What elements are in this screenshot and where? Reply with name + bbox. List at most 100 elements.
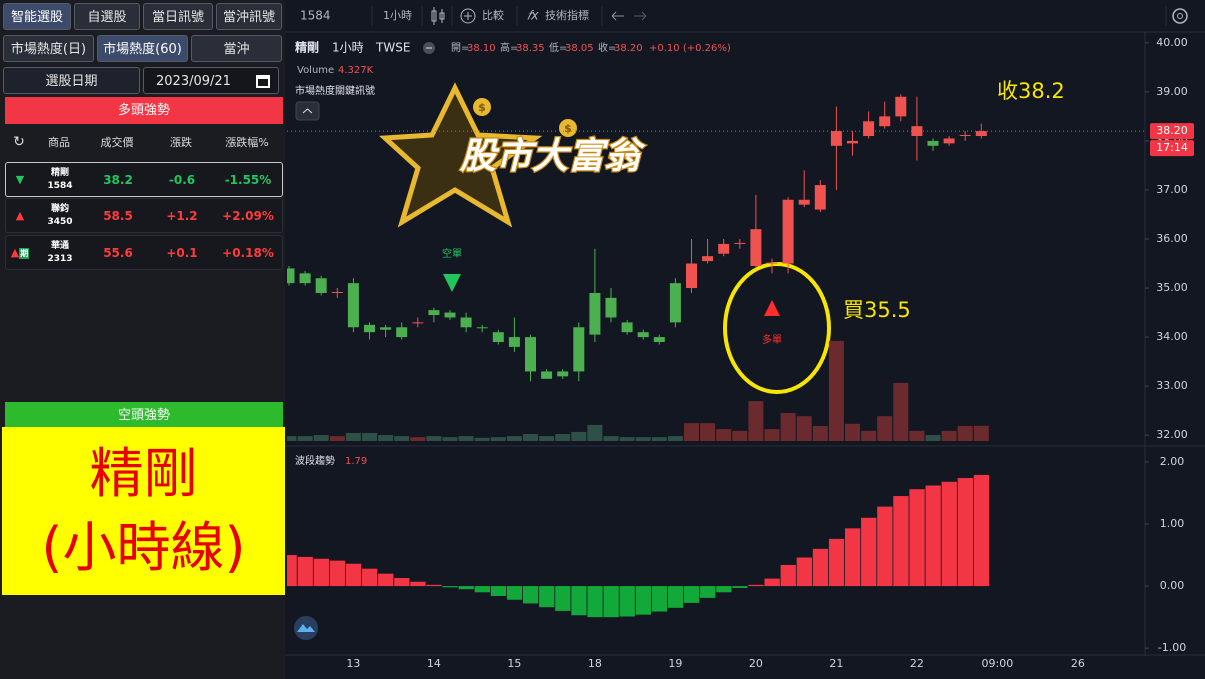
candle-body [621, 322, 633, 333]
compare-label[interactable]: 比較 [482, 8, 504, 22]
tab[interactable]: 自選股 [74, 3, 140, 30]
oscillator-value: 1.79 [345, 456, 367, 467]
subtab[interactable]: 市場熱度(60) [97, 35, 188, 62]
tab[interactable]: 當日訊號 [143, 3, 213, 30]
candle-body [734, 242, 746, 244]
fx-icon[interactable]: 𝑓x [527, 9, 539, 24]
candle-body [879, 116, 891, 127]
expand-button[interactable] [295, 101, 320, 121]
oscillator-bar [313, 558, 329, 587]
oscillator-bar [587, 586, 603, 618]
volume-bar [506, 436, 522, 441]
candle-body [927, 140, 939, 146]
change-value: +0.10 (+0.26%) [649, 43, 731, 54]
oscillator-bar [700, 586, 716, 598]
overlay-line: 精剛 [89, 442, 198, 505]
calendar-icon[interactable] [256, 74, 270, 88]
ohlc-label: 高= [500, 41, 518, 54]
oscillator-bar [909, 489, 925, 587]
refresh-icon[interactable]: ↻ [13, 134, 25, 150]
countdown-box [1150, 140, 1194, 157]
oscillator-bar [523, 586, 539, 604]
volume-bar [394, 436, 410, 441]
volume-bar [861, 430, 877, 441]
candle-body [975, 131, 987, 136]
settings[interactable] [1172, 8, 1188, 24]
volume-bar [523, 434, 538, 441]
osc-tick-label: 2.00 [1160, 455, 1185, 468]
volume-bar [716, 429, 732, 441]
y-tick-label: 37.00 [1156, 183, 1188, 196]
oscillator-bar [345, 563, 362, 587]
x-tick-label: 22 [910, 657, 924, 670]
candle-body [605, 297, 617, 318]
logo-text: 股市大富翁 [459, 136, 646, 177]
main-pane [287, 94, 989, 441]
candle-body [847, 140, 858, 144]
volume-bar [345, 432, 361, 441]
date-input[interactable]: 2023/09/21 [143, 67, 279, 94]
stock-row[interactable]: ▲期 華通 2313 55.6 +0.1 +0.18% [5, 235, 283, 270]
subtab[interactable]: 當沖 [191, 35, 282, 62]
stock-row[interactable]: ▲ 聯鈞 3450 58.5 +1.2 +2.09% [5, 198, 283, 233]
oscillator-bar [297, 556, 313, 587]
subtab[interactable]: 市場熱度(日) [3, 35, 94, 62]
interval[interactable]: 1小時 [383, 9, 412, 22]
tab[interactable]: 當沖訊號 [216, 3, 282, 30]
stock-price: 55.6 [103, 245, 133, 260]
y-tick-label: 39.00 [1156, 85, 1188, 98]
candle-body [959, 135, 971, 137]
volume-bar [700, 423, 716, 441]
candle-body [541, 371, 553, 379]
volume-bar [603, 436, 619, 441]
oscillator-bar [716, 586, 732, 593]
candle-body [476, 327, 488, 329]
candle-body [331, 291, 343, 293]
tab[interactable]: 智能選股 [3, 3, 71, 30]
candle-body [299, 273, 311, 284]
oscillator-bar [925, 485, 941, 587]
y-tick-label: 36.00 [1156, 232, 1188, 245]
volume-bar [780, 413, 796, 441]
countdown-label: 17:14 [1156, 141, 1188, 154]
volume-bar [539, 436, 555, 441]
collapse-button[interactable] [423, 42, 435, 54]
candle-body [396, 327, 408, 338]
candle-body [525, 337, 536, 372]
compare-button[interactable]: 比較 [460, 8, 504, 24]
oscillator-bar [619, 586, 635, 617]
volume-bar [941, 430, 957, 441]
ohlc-label: 低= [549, 41, 567, 54]
volume-bar [458, 436, 474, 441]
oscillator-bar [539, 586, 555, 608]
candle-body [444, 312, 456, 318]
subtab-row: 市場熱度(日) 市場熱度(60) 當沖 [3, 35, 282, 62]
redo[interactable] [634, 11, 647, 21]
undo[interactable] [611, 11, 624, 21]
chart-type-icon[interactable] [431, 7, 445, 25]
volume-bar [732, 430, 748, 441]
x-tick-label: 19 [668, 657, 682, 670]
candle-body [557, 371, 569, 377]
candle-body [460, 317, 472, 328]
indicators-label[interactable]: 技術指標 [545, 8, 589, 22]
candle-body [686, 263, 697, 289]
oscillator-bar [378, 573, 394, 587]
up-icon: ▲ [15, 209, 25, 222]
oscillator-bar [973, 474, 990, 587]
logo: $ $ 股市大富翁 [378, 82, 647, 228]
oscillator-bar [490, 586, 507, 597]
volume-bar [555, 434, 571, 441]
candle-body [315, 278, 327, 293]
stock-change: +0.1 [166, 245, 198, 260]
chart-interval: 1小時 [332, 41, 364, 55]
oscillator-bar [571, 586, 587, 616]
candle-body [702, 256, 714, 262]
stock-row[interactable]: ▼ 精剛 1584 38.2 -0.6 -1.55% [5, 162, 283, 197]
symbol[interactable]: 1584 [300, 9, 331, 23]
ohlc-label: 開= [451, 42, 469, 54]
futures-tag: 期 [19, 248, 30, 259]
volume-bar [329, 436, 345, 441]
candle-body [492, 332, 504, 342]
